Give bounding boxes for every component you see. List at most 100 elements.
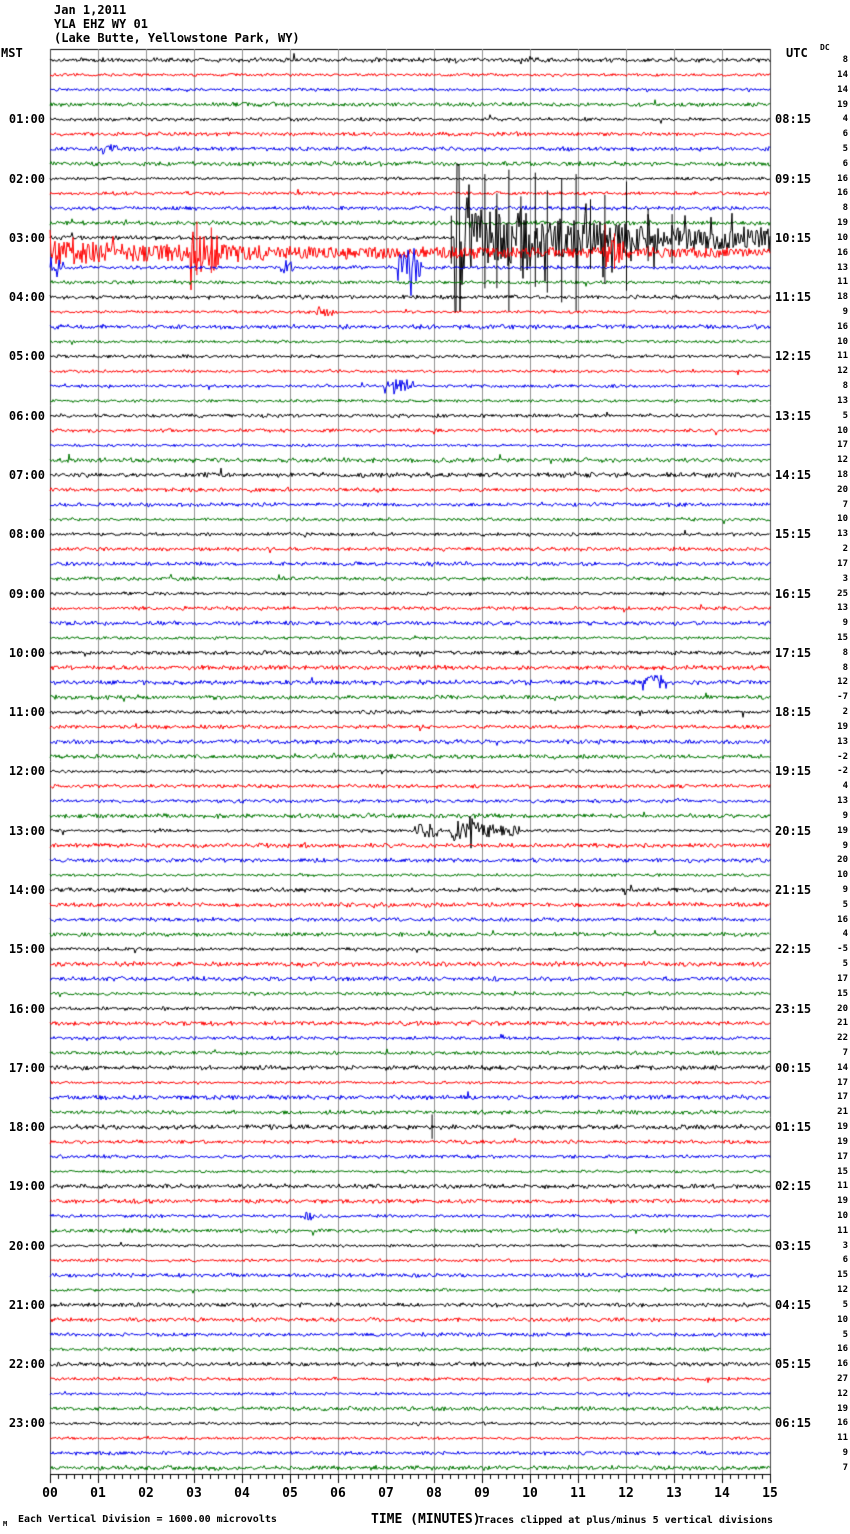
dc-offset-value: -5: [837, 944, 848, 955]
mst-hour-label: 07:00: [8, 468, 45, 482]
mst-hour-label: 03:00: [8, 230, 45, 245]
dc-offset-value: 5: [842, 1329, 848, 1340]
dc-offset-value: 16: [837, 914, 848, 925]
x-tick-label: 07: [378, 1486, 394, 1501]
x-axis-title: TIME (MINUTES): [371, 1512, 481, 1527]
utc-hour-label: 03:15: [775, 1238, 812, 1253]
dc-offset-value: 22: [837, 1033, 848, 1044]
dc-offset-value: 16: [837, 173, 848, 184]
utc-hour-label: 04:15: [775, 1297, 812, 1312]
dc-offset-value: 10: [837, 336, 848, 347]
dc-offset-value: 10: [837, 514, 848, 525]
dc-offset-value: 13: [837, 603, 848, 614]
x-tick-label: 00: [42, 1486, 58, 1501]
dc-offset-value: 19: [837, 1196, 848, 1207]
dc-offset-value: 7: [842, 1047, 848, 1058]
mst-hour-label: 13:00: [8, 823, 45, 838]
dc-offset-value: 3: [842, 1240, 848, 1251]
dc-offset-value: 4: [842, 114, 848, 125]
x-tick-label: 10: [522, 1486, 538, 1501]
header-location: (Lake Butte, Yellowstone Park, WY): [54, 31, 300, 45]
utc-hour-label: 12:15: [775, 349, 812, 364]
dc-offset-value: 12: [837, 455, 848, 466]
utc-hour-label: 22:15: [775, 942, 812, 957]
dc-offset-value: 2: [842, 544, 848, 555]
utc-hour-label: 15:15: [775, 527, 812, 542]
dc-offset-value: 10: [837, 232, 848, 243]
dc-offset-value: -7: [837, 692, 848, 703]
dc-offset-value: 27: [837, 1374, 848, 1384]
dc-offset-value: 16: [837, 188, 848, 199]
mst-hour-label: 16:00: [8, 1001, 45, 1016]
dc-offset-value: 5: [842, 410, 848, 421]
dc-offset-value: 9: [842, 810, 848, 821]
dc-offset-value: 7: [842, 1462, 848, 1473]
dc-offset-value: 8: [842, 55, 848, 65]
dc-offset-value: 19: [837, 1136, 848, 1147]
dc-offset-value: 16: [837, 1344, 848, 1355]
mst-hour-label: 01:00: [8, 112, 45, 127]
utc-hour-label: 13:15: [775, 408, 812, 423]
dc-offset-value: 16: [837, 321, 848, 332]
mst-hour-label: 20:00: [8, 1238, 45, 1253]
x-tick-label: 01: [90, 1486, 106, 1501]
dc-offset-value: 10: [837, 1211, 848, 1221]
x-tick-label: 08: [426, 1486, 442, 1501]
dc-offset-value: 17: [837, 1092, 848, 1103]
dc-offset-value: 20: [837, 1003, 848, 1014]
dc-offset-value: 13: [837, 529, 848, 540]
dc-column-label: DC: [820, 43, 830, 52]
dc-offset-value: 15: [837, 988, 848, 999]
utc-hour-label: 17:15: [775, 645, 812, 660]
dc-offset-value: 12: [837, 1388, 848, 1399]
mst-hour-label: 05:00: [8, 349, 45, 364]
dc-offset-value: 19: [837, 1403, 848, 1414]
dc-offset-value: 10: [837, 870, 848, 881]
x-tick-label: 15: [762, 1486, 778, 1501]
mst-hour-label: 23:00: [8, 1416, 45, 1431]
utc-hour-label: 06:15: [775, 1416, 812, 1431]
dc-offset-value: 8: [842, 203, 848, 214]
utc-hour-label: 19:15: [775, 764, 812, 779]
mst-hour-label: 11:00: [8, 705, 45, 720]
dc-offset-value: 5: [842, 1299, 848, 1310]
mst-hour-label: 04:00: [8, 290, 45, 305]
dc-offset-value: 5: [842, 899, 848, 910]
dc-offset-value: 11: [837, 1433, 848, 1444]
dc-offset-value: 11: [837, 277, 848, 288]
dc-offset-value: 17: [837, 1077, 848, 1088]
dc-offset-value: 16: [837, 1359, 848, 1370]
dc-offset-value: 14: [837, 84, 848, 95]
mst-hour-label: 14:00: [8, 882, 45, 897]
dc-offset-value: 19: [837, 99, 848, 110]
dc-offset-value: 14: [837, 1062, 848, 1073]
dc-offset-value: 12: [837, 677, 848, 688]
x-tick-label: 06: [330, 1486, 346, 1501]
x-tick-label: 12: [618, 1486, 634, 1501]
dc-offset-value: 6: [842, 158, 848, 169]
mst-hour-label: 22:00: [8, 1357, 45, 1372]
mst-hour-label: 12:00: [8, 764, 45, 779]
dc-offset-value: 15: [837, 1166, 848, 1177]
dc-offset-value: 9: [842, 884, 848, 895]
dc-offset-value: 2: [842, 707, 848, 718]
scale-footnote: Each Vertical Division = 1600.00 microvo…: [18, 1514, 277, 1525]
dc-offset-value: 11: [837, 351, 848, 362]
x-tick-label: 14: [714, 1486, 730, 1501]
dc-offset-value: 21: [837, 1107, 848, 1118]
dc-offset-value: 4: [842, 929, 848, 940]
header-date: Jan 1,2011: [54, 3, 127, 17]
dc-offset-value: 18: [837, 470, 848, 480]
dc-offset-value: 15: [837, 633, 848, 643]
utc-hour-label: 20:15: [775, 823, 812, 838]
dc-offset-value: 12: [837, 1285, 848, 1296]
dc-offset-value: 8: [842, 662, 848, 673]
dc-offset-value: 6: [842, 1255, 848, 1266]
dc-offset-value: 6: [842, 129, 848, 140]
dc-offset-value: 17: [837, 973, 848, 984]
dc-offset-value: 17: [837, 558, 848, 569]
utc-hour-label: 00:15: [775, 1060, 812, 1075]
dc-offset-value: 17: [837, 440, 848, 451]
